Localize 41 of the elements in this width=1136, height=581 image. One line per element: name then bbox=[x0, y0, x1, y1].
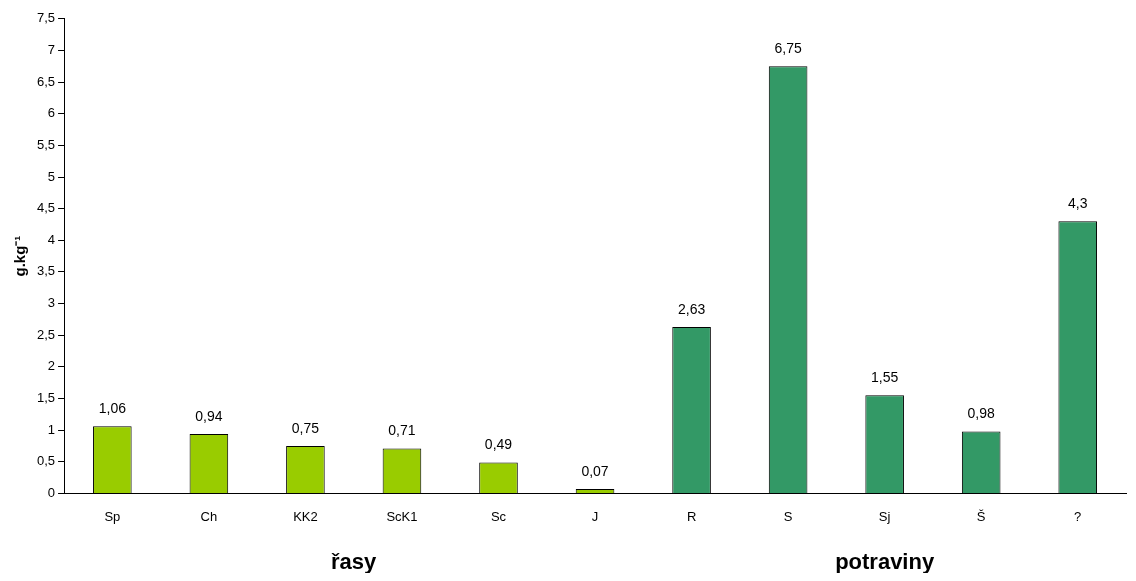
x-tick-label: Sp bbox=[104, 508, 121, 524]
x-tick-label: J bbox=[591, 508, 599, 524]
y-tick-label: 4,5 bbox=[36, 200, 56, 216]
y-axis-title: g.kg⁻¹ bbox=[11, 235, 29, 277]
data-label: 1,55 bbox=[871, 369, 899, 386]
y-tick-label: 6 bbox=[47, 105, 56, 121]
y-tick-label: 5 bbox=[47, 168, 56, 184]
y-tick-label: 0,5 bbox=[36, 453, 56, 469]
data-label: 2,63 bbox=[677, 300, 706, 317]
y-tick-label: 0 bbox=[47, 484, 56, 500]
data-label: 0,49 bbox=[484, 436, 513, 453]
data-label: 1,06 bbox=[98, 400, 127, 417]
x-tick-label: S bbox=[783, 508, 793, 524]
data-label: 0,71 bbox=[388, 422, 416, 439]
x-tick-label: KK2 bbox=[293, 508, 318, 524]
y-tick-label: 3,5 bbox=[36, 263, 56, 279]
y-tick-label: 1 bbox=[47, 421, 56, 437]
data-label: 6,75 bbox=[774, 40, 802, 57]
y-tick-label: 3 bbox=[47, 295, 56, 311]
y-tick-label: 2 bbox=[47, 358, 56, 374]
x-tick-label: Sj bbox=[878, 508, 891, 524]
data-label: 0,75 bbox=[291, 419, 320, 436]
x-tick-label: R bbox=[686, 508, 697, 524]
text: potraviny bbox=[835, 549, 935, 574]
y-tick-label: 5,5 bbox=[36, 136, 56, 152]
y-tick-label: 7,5 bbox=[36, 10, 56, 26]
y-tick-label: 6,5 bbox=[36, 73, 56, 89]
x-tick-label: Š bbox=[976, 508, 986, 524]
text: řasy bbox=[331, 549, 378, 574]
y-tick-label: 4 bbox=[47, 231, 56, 247]
x-tick-label: Ch bbox=[200, 508, 218, 524]
x-tick-label: Sc bbox=[490, 508, 507, 524]
y-tick-label: 1,5 bbox=[36, 390, 56, 406]
data-label: 4,3 bbox=[1068, 195, 1088, 212]
y-tick-label: 7 bbox=[47, 42, 56, 58]
x-tick-label: ScK1 bbox=[386, 508, 418, 524]
y-tick-label: 2,5 bbox=[36, 326, 56, 342]
data-label: 0,07 bbox=[581, 462, 609, 479]
x-tick-label: ? bbox=[1074, 508, 1082, 524]
data-label: 0,94 bbox=[195, 407, 223, 424]
data-label: 0,98 bbox=[967, 405, 996, 422]
